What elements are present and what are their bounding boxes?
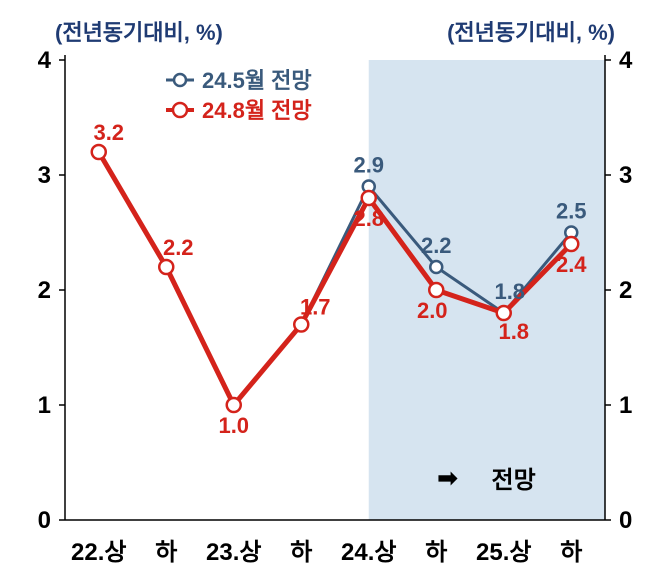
y-tick-label-right: 0 (619, 507, 632, 534)
x-tick-label: 22.상 (71, 539, 126, 566)
data-label: 1.7 (300, 295, 331, 320)
y-tick-label-left: 2 (38, 277, 51, 304)
series-marker (497, 306, 511, 320)
data-label: 2.5 (556, 199, 587, 224)
data-label: 3.2 (93, 120, 124, 145)
series-marker (227, 398, 241, 412)
legend-label: 24.5월 전망 (202, 68, 312, 93)
x-tick-label: 23.상 (206, 539, 261, 566)
y-axis-title-right: (전년동기대비, %) (447, 20, 615, 45)
series-marker (430, 261, 442, 273)
data-label: 2.9 (353, 153, 384, 178)
y-tick-label-left: 1 (38, 392, 51, 419)
data-label: 2.0 (417, 298, 448, 323)
series-marker (362, 191, 376, 205)
y-tick-label-left: 0 (38, 507, 51, 534)
y-tick-label-right: 3 (619, 162, 632, 189)
y-axis-title-left: (전년동기대비, %) (55, 20, 223, 45)
data-label: 2.4 (556, 252, 587, 277)
legend-marker (174, 74, 186, 86)
x-tick-label: 하 (425, 539, 447, 566)
y-tick-label-right: 4 (619, 47, 633, 74)
data-label: 2.2 (163, 235, 194, 260)
x-tick-label: 하 (560, 539, 582, 566)
series-marker (294, 318, 308, 332)
legend-marker (173, 103, 187, 117)
y-tick-label-right: 2 (619, 277, 632, 304)
data-label: 1.8 (494, 279, 525, 304)
data-label: 2.2 (421, 233, 452, 258)
series-marker (429, 283, 443, 297)
data-label: 1.0 (218, 413, 249, 438)
data-label: 1.8 (498, 319, 529, 344)
x-tick-label: 하 (155, 539, 177, 566)
series-marker (159, 260, 173, 274)
chart-container: 0 0 1 1 2 2 3 3 4 4 22.상 하 23.상 하 24.상 하 25.상 하 (전년동기대비, %… (0, 0, 670, 588)
series-marker (564, 237, 578, 251)
x-tick-label: 24.상 (341, 539, 396, 566)
forecast-arrow-icon: ➡ (437, 465, 458, 492)
x-tick-label: 하 (290, 539, 312, 566)
legend-label: 24.8월 전망 (202, 98, 312, 123)
line-chart: 0 0 1 1 2 2 3 3 4 4 22.상 하 23.상 하 24.상 하 25.상 하 (전년동기대비, %… (0, 0, 670, 588)
forecast-band (369, 60, 605, 520)
data-label: 2.8 (353, 206, 384, 231)
y-tick-label-left: 3 (38, 162, 51, 189)
y-tick-label-left: 4 (38, 47, 52, 74)
forecast-label: 전망 (492, 467, 536, 494)
series-marker (92, 145, 106, 159)
y-tick-label-right: 1 (619, 392, 632, 419)
x-tick-label: 25.상 (476, 539, 531, 566)
